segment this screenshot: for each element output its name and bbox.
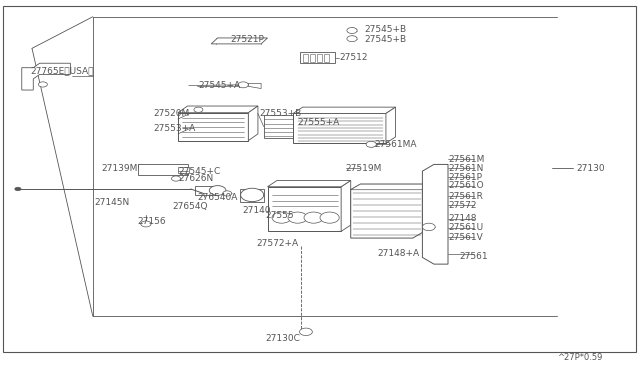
Text: 27139M: 27139M <box>101 164 138 173</box>
Circle shape <box>347 28 357 33</box>
Bar <box>138 164 188 175</box>
Text: 27561U: 27561U <box>448 223 483 232</box>
Circle shape <box>38 82 47 87</box>
Polygon shape <box>341 180 351 231</box>
Bar <box>195 186 218 195</box>
Text: 27561O: 27561O <box>448 182 484 190</box>
Bar <box>293 113 386 143</box>
Circle shape <box>194 107 203 112</box>
Text: 27145N: 27145N <box>95 198 130 207</box>
Text: 27553+A: 27553+A <box>154 124 196 133</box>
Bar <box>324 54 329 62</box>
Bar <box>178 113 248 141</box>
Text: 27520M: 27520M <box>154 109 190 118</box>
Polygon shape <box>22 63 70 90</box>
Polygon shape <box>386 107 396 143</box>
Circle shape <box>141 221 151 227</box>
Text: 27545+B: 27545+B <box>365 35 407 44</box>
Text: 27545+B: 27545+B <box>365 25 407 34</box>
Circle shape <box>288 212 307 223</box>
Text: 27765E〈USA〉: 27765E〈USA〉 <box>31 66 94 75</box>
Polygon shape <box>422 164 448 264</box>
Text: 27561R: 27561R <box>448 192 483 201</box>
Text: 27130C: 27130C <box>266 334 300 343</box>
Text: 27654Q: 27654Q <box>173 202 208 211</box>
Bar <box>303 54 308 62</box>
Text: 27561N: 27561N <box>448 164 483 173</box>
Text: 27553+B: 27553+B <box>259 109 301 118</box>
Bar <box>300 52 335 63</box>
Circle shape <box>300 328 312 336</box>
Text: 27148: 27148 <box>448 214 477 223</box>
Text: 27561V: 27561V <box>448 233 483 242</box>
Text: 27521P: 27521P <box>230 35 264 44</box>
Text: 27626N: 27626N <box>178 174 213 183</box>
Text: 27545+A: 27545+A <box>198 81 241 90</box>
Text: 276540A: 276540A <box>197 193 237 202</box>
Circle shape <box>241 188 264 202</box>
Circle shape <box>272 212 291 223</box>
Circle shape <box>366 141 376 147</box>
Text: 27130: 27130 <box>576 164 605 173</box>
Polygon shape <box>299 112 306 138</box>
Polygon shape <box>248 83 261 89</box>
Bar <box>264 115 299 138</box>
Circle shape <box>304 212 323 223</box>
Text: 27561M: 27561M <box>448 155 484 164</box>
Circle shape <box>209 186 226 195</box>
Polygon shape <box>211 38 268 44</box>
Text: 27156: 27156 <box>138 217 166 226</box>
Text: 27512: 27512 <box>339 53 368 62</box>
Polygon shape <box>178 167 189 173</box>
Text: 27561P: 27561P <box>448 173 482 182</box>
Text: 27519M: 27519M <box>346 164 382 173</box>
Circle shape <box>347 36 357 42</box>
Polygon shape <box>268 180 351 187</box>
Text: ^27P*0.59: ^27P*0.59 <box>557 353 602 362</box>
Text: 27561: 27561 <box>460 252 488 261</box>
Circle shape <box>320 212 339 223</box>
Polygon shape <box>248 106 258 141</box>
Bar <box>240 189 264 202</box>
Circle shape <box>238 82 248 88</box>
Bar <box>317 54 322 62</box>
Text: 27561MA: 27561MA <box>374 140 417 149</box>
Text: 27572+A: 27572+A <box>256 239 298 248</box>
Circle shape <box>172 176 180 181</box>
Polygon shape <box>293 107 396 113</box>
Text: 27140: 27140 <box>242 206 271 215</box>
Bar <box>268 187 341 231</box>
Text: 27148+A: 27148+A <box>378 249 420 258</box>
Bar <box>310 54 315 62</box>
Circle shape <box>15 187 21 191</box>
Text: 27545+C: 27545+C <box>178 167 220 176</box>
Polygon shape <box>351 184 422 190</box>
Polygon shape <box>351 184 422 238</box>
Text: 27555+A: 27555+A <box>298 118 340 127</box>
Text: 27572: 27572 <box>448 201 477 210</box>
Text: 27555: 27555 <box>266 211 294 220</box>
Polygon shape <box>178 106 258 113</box>
Circle shape <box>223 191 232 196</box>
Circle shape <box>422 223 435 231</box>
